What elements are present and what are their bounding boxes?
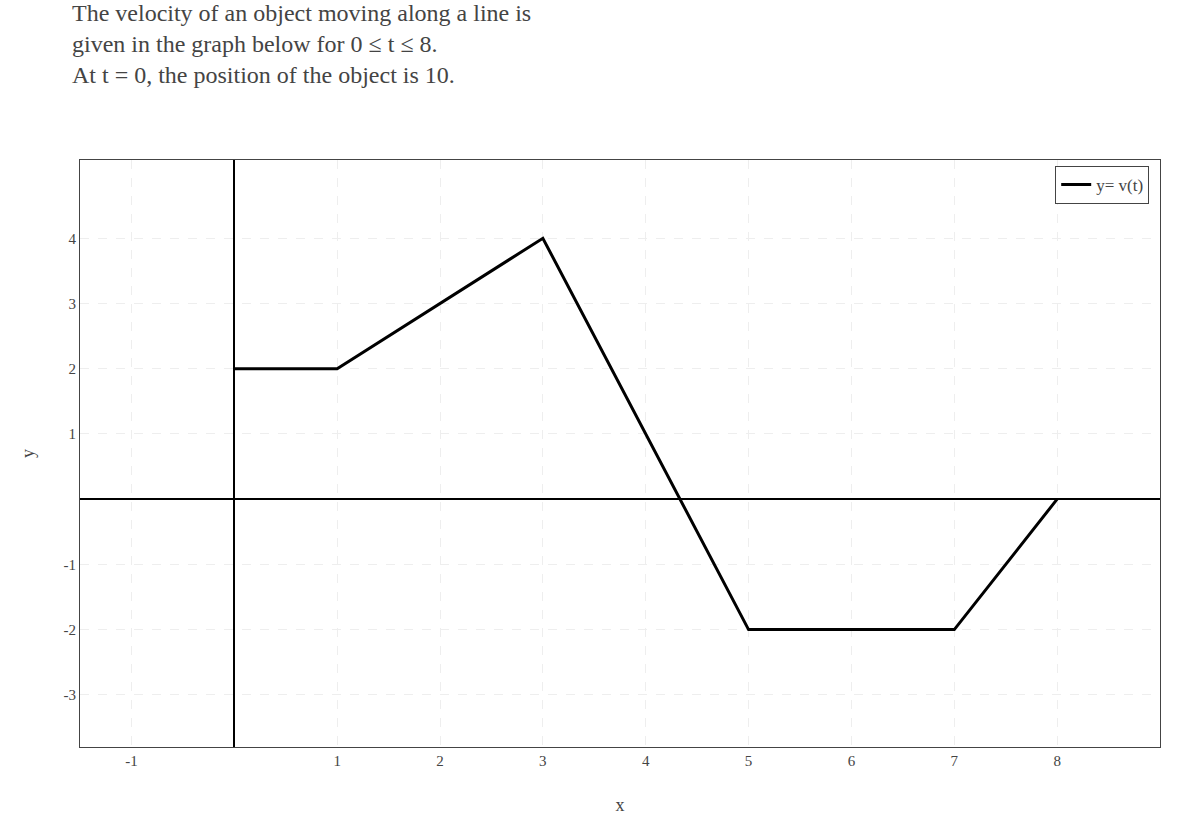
svg-text:1: 1: [69, 426, 77, 442]
svg-text:1: 1: [333, 753, 341, 769]
svg-text:6: 6: [848, 753, 856, 769]
svg-text:y= v(t): y= v(t): [1096, 176, 1143, 195]
svg-text:3: 3: [539, 753, 547, 769]
svg-text:2: 2: [69, 361, 77, 377]
svg-text:-2: -2: [64, 622, 77, 638]
svg-text:2: 2: [436, 753, 444, 769]
svg-text:-1: -1: [64, 557, 77, 573]
svg-text:4: 4: [69, 231, 77, 247]
svg-text:-3: -3: [64, 687, 77, 703]
svg-text:8: 8: [1053, 753, 1061, 769]
svg-text:7: 7: [951, 753, 959, 769]
svg-text:5: 5: [745, 753, 753, 769]
svg-text:x: x: [616, 795, 625, 815]
svg-text:-1: -1: [125, 753, 138, 769]
svg-text:The velocity of an object movi: The velocity of an object moving along a…: [72, 0, 531, 88]
svg-text:4: 4: [642, 753, 650, 769]
svg-text:y: y: [18, 449, 38, 458]
svg-text:3: 3: [69, 296, 77, 312]
